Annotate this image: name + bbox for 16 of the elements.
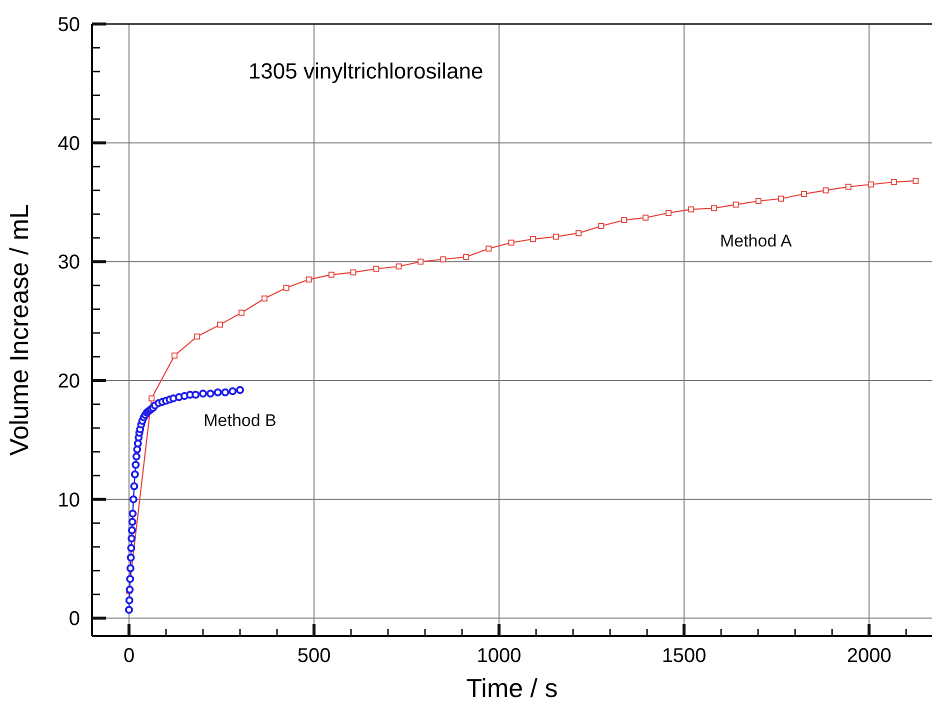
x-tick-label: 1000 (476, 645, 522, 667)
y-axis-title: Volume Increase / mL (4, 204, 34, 456)
y-tick-label: 20 (58, 370, 80, 393)
y-tick-label: 40 (58, 132, 80, 155)
series-label: Method B (204, 411, 276, 430)
x-tick-label: 500 (297, 645, 331, 667)
y-tick-label: 50 (58, 14, 80, 36)
x-tick-label: 2000 (846, 645, 892, 667)
y-tick-label: 30 (58, 252, 80, 274)
y-tick-label: 10 (58, 489, 80, 512)
x-axis-title: Time / s (466, 673, 558, 703)
text: 1305 vinyltrichlorosilane (248, 58, 484, 84)
x-tick-label: 0 (123, 645, 135, 667)
x-tick-label: 1500 (662, 645, 706, 667)
y-tick-label: 0 (68, 608, 80, 630)
series-label: Method A (720, 232, 792, 251)
